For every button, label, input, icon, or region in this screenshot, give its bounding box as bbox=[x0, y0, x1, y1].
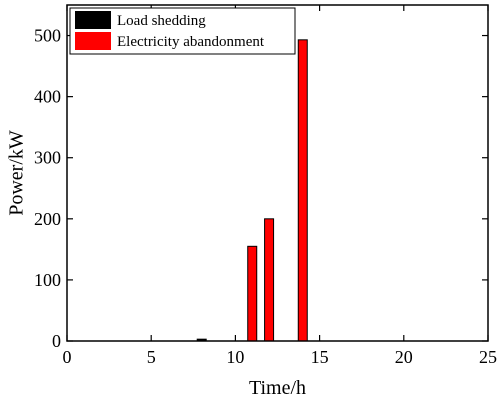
legend-swatch-load-shedding bbox=[75, 11, 111, 29]
legend-label-load-shedding: Load shedding bbox=[117, 13, 206, 29]
y-tick-label: 200 bbox=[34, 209, 61, 229]
y-tick-label: 100 bbox=[34, 270, 61, 290]
legend-label-electricity-abandonment: Electricity abandonment bbox=[117, 34, 265, 50]
tick-labels: 0 5 10 15 20 25 0 100 200 300 400 500 bbox=[34, 26, 497, 367]
y-tick-label: 300 bbox=[34, 148, 61, 168]
y-tick-label: 500 bbox=[34, 26, 61, 46]
plot-frame bbox=[66, 4, 489, 342]
x-tick-label: 5 bbox=[147, 347, 156, 367]
x-tick-label: 20 bbox=[395, 347, 413, 367]
bars-group bbox=[196, 39, 308, 342]
y-axis-label: Power/kW bbox=[6, 130, 28, 216]
legend-swatch-electricity-abandonment bbox=[75, 32, 111, 50]
x-tick-label: 10 bbox=[226, 347, 244, 367]
x-tick-label: 25 bbox=[479, 347, 497, 367]
bar-series-1-x-12 bbox=[264, 218, 275, 342]
x-tick-label: 15 bbox=[311, 347, 329, 367]
legend: Load shedding Electricity abandonment bbox=[69, 7, 296, 55]
x-axis-label: Time/h bbox=[249, 377, 306, 399]
x-tick-label: 0 bbox=[63, 347, 72, 367]
tick-marks bbox=[66, 5, 489, 342]
bar-series-1-x-11 bbox=[247, 245, 258, 342]
y-tick-label: 400 bbox=[34, 87, 61, 107]
y-tick-label: 0 bbox=[52, 331, 61, 351]
bar-series-1-x-14 bbox=[297, 39, 308, 342]
